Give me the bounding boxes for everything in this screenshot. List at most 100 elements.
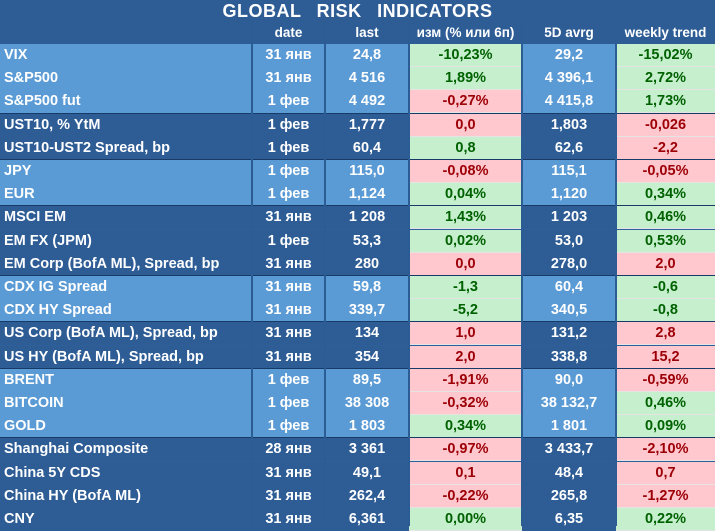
table-row: US HY (BofA ML), Spread, bp 31 янв 354 2,0 3… [0,346,715,369]
average-cell: 265,8 [522,485,616,508]
indicator-name: CNY [0,508,252,531]
table-row: US Corp (BofA ML), Spread, bp 31 янв 134 1,… [0,322,715,345]
indicator-name: China HY (BofA ML) [0,485,252,508]
date-cell: 31 янв [252,322,325,345]
indicator-name: GOLD [0,415,252,438]
date-cell: 1 фев [252,230,325,253]
table-row: CDX HY Spread 31 янв 339,7 -5,2 340,5 -0,8 [0,299,715,322]
change-cell: 0,0 [409,253,522,276]
indicator-name: EM Corp (BofA ML), Spread, bp [0,253,252,276]
table-row: China HY (BofA ML) 31 янв 262,4 -0,22% 265,8… [0,485,715,508]
indicator-name: EM FX (JPM) [0,230,252,253]
weekly-trend-cell: 0,22% [616,508,715,531]
change-cell: -0,32% [409,392,522,415]
indicator-name: Shanghai Composite [0,438,252,461]
table-row: UST10-UST2 Spread, bp 1 фев 60,4 0,8 62,6 -2,… [0,137,715,160]
change-cell: 0,34% [409,415,522,438]
last-cell: 115,0 [325,160,409,183]
weekly-trend-cell: 0,46% [616,206,715,229]
last-cell: 280 [325,253,409,276]
header-indicator [0,22,252,44]
change-cell: 2,0 [409,346,522,369]
last-cell: 4 492 [325,90,409,113]
change-cell: 0,00% [409,508,522,531]
sheet-title: GLOBAL RISK INDICATORS [0,0,715,22]
table-row: GOLD 1 фев 1 803 0,34% 1 801 0,09% [0,415,715,438]
average-cell: 90,0 [522,369,616,392]
weekly-trend-cell: -0,6 [616,276,715,299]
date-cell: 31 янв [252,462,325,485]
average-cell: 338,8 [522,346,616,369]
indicator-name: China 5Y CDS [0,462,252,485]
table-row: UST10, % YtM 1 фев 1,777 0,0 1,803 -0,026 [0,114,715,137]
average-cell: 131,2 [522,322,616,345]
date-cell: 1 фев [252,183,325,206]
column-divider [408,22,410,526]
last-cell: 339,7 [325,299,409,322]
last-cell: 1 803 [325,415,409,438]
table-row: BITCOIN 1 фев 38 308 -0,32% 38 132,7 0,46% [0,392,715,415]
column-divider [251,22,253,526]
date-cell: 1 фев [252,392,325,415]
last-cell: 60,4 [325,137,409,160]
date-cell: 31 янв [252,206,325,229]
change-cell: 0,0 [409,114,522,137]
last-cell: 89,5 [325,369,409,392]
change-cell: -0,08% [409,160,522,183]
last-cell: 49,1 [325,462,409,485]
header-5d-average: 5D avrg [522,22,616,44]
average-cell: 62,6 [522,137,616,160]
average-cell: 115,1 [522,160,616,183]
average-cell: 53,0 [522,230,616,253]
weekly-trend-cell: 0,46% [616,392,715,415]
table-row: Shanghai Composite 28 янв 3 361 -0,97% 3 433… [0,438,715,461]
column-divider [521,22,523,526]
indicator-name: S&P500 [0,67,252,90]
table-row: EM Corp (BofA ML), Spread, bp 31 янв 280 0,… [0,253,715,276]
column-divider [324,22,326,526]
table-row: JPY 1 фев 115,0 -0,08% 115,1 -0,05% [0,160,715,183]
last-cell: 1,777 [325,114,409,137]
weekly-trend-cell: 0,7 [616,462,715,485]
date-cell: 1 фев [252,137,325,160]
last-cell: 6,361 [325,508,409,531]
table-row: S&P500 fut 1 фев 4 492 -0,27% 4 415,8 1,73% [0,90,715,113]
indicator-name: S&P500 fut [0,90,252,113]
date-cell: 31 янв [252,276,325,299]
weekly-trend-cell: 2,72% [616,67,715,90]
date-cell: 1 фев [252,114,325,137]
header-last: last [325,22,409,44]
change-cell: 0,1 [409,462,522,485]
table-row: EUR 1 фев 1,124 0,04% 1,120 0,34% [0,183,715,206]
table-row: BRENT 1 фев 89,5 -1,91% 90,0 -0,59% [0,369,715,392]
table-row: S&P500 31 янв 4 516 1,89% 4 396,1 2,72% [0,67,715,90]
last-cell: 134 [325,322,409,345]
average-cell: 48,4 [522,462,616,485]
average-cell: 1,120 [522,183,616,206]
weekly-trend-cell: 15,2 [616,346,715,369]
indicator-name: US HY (BofA ML), Spread, bp [0,346,252,369]
last-cell: 1 208 [325,206,409,229]
weekly-trend-cell: 0,09% [616,415,715,438]
last-cell: 53,3 [325,230,409,253]
indicator-name: US Corp (BofA ML), Spread, bp [0,322,252,345]
weekly-trend-cell: 0,34% [616,183,715,206]
average-cell: 4 415,8 [522,90,616,113]
indicator-name: JPY [0,160,252,183]
indicator-name: UST10-UST2 Spread, bp [0,137,252,160]
weekly-trend-cell: 2,8 [616,322,715,345]
weekly-trend-cell: 2,0 [616,253,715,276]
date-cell: 1 фев [252,369,325,392]
date-cell: 31 янв [252,67,325,90]
indicator-name: UST10, % YtM [0,114,252,137]
date-cell: 1 фев [252,160,325,183]
weekly-trend-cell: -2,10% [616,438,715,461]
header-row: date last изм (% или 6п) 5D avrg weekly … [0,22,715,44]
weekly-trend-cell: 1,73% [616,90,715,113]
date-cell: 31 янв [252,485,325,508]
average-cell: 6,35 [522,508,616,531]
header-date: date [252,22,325,44]
indicator-name: BRENT [0,369,252,392]
weekly-trend-cell: -0,8 [616,299,715,322]
